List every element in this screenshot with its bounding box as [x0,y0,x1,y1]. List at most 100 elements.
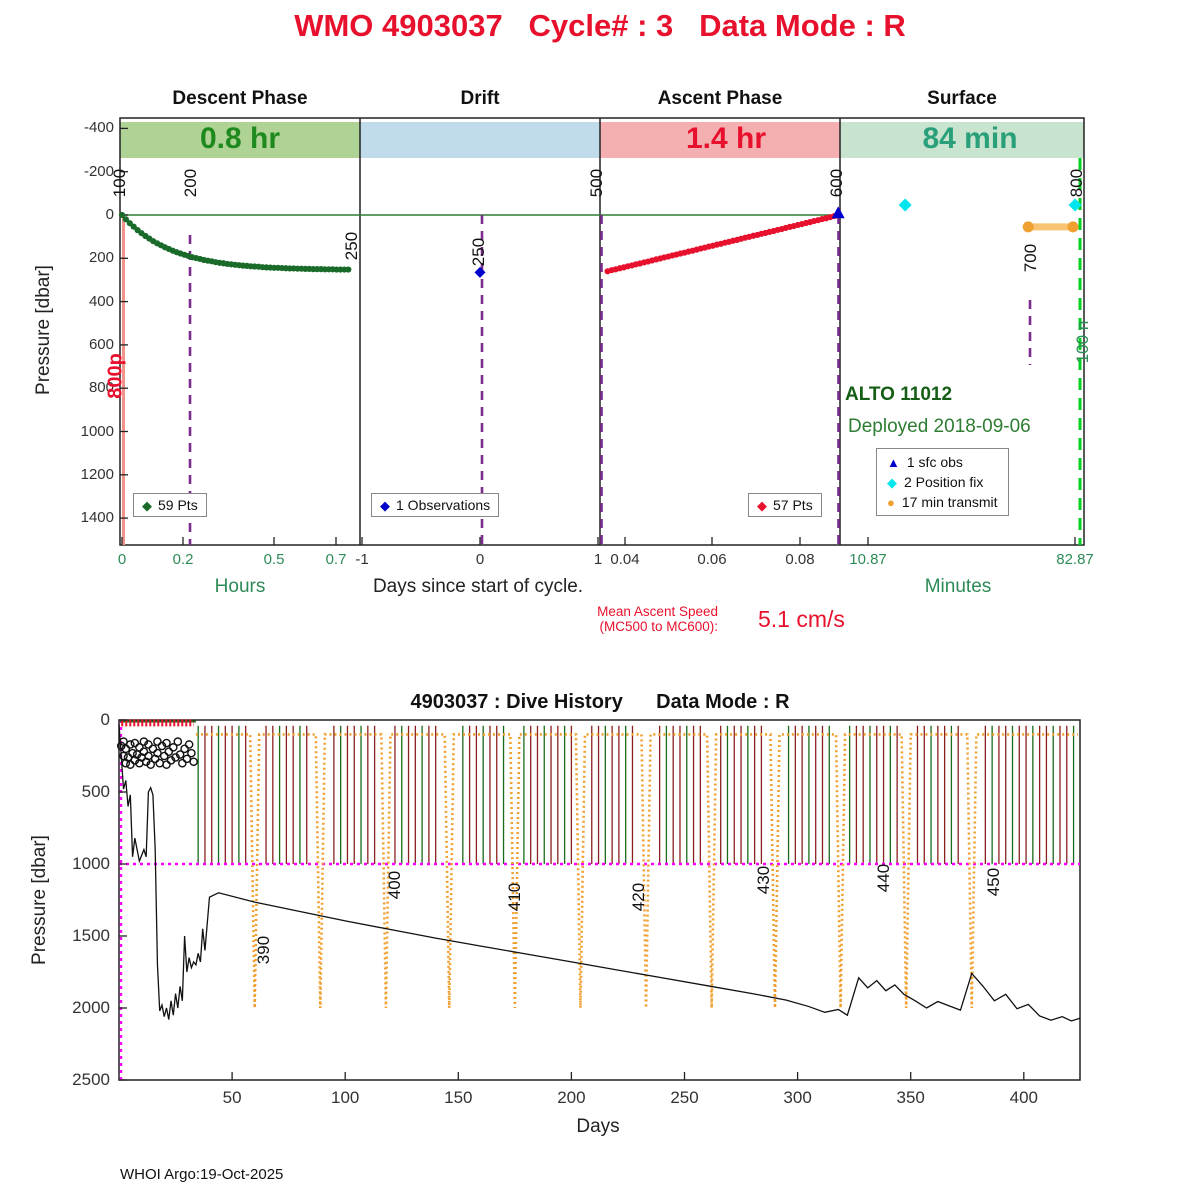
bottom-y-tick-label: 2500 [72,1070,110,1089]
points-count-box-2: ◆ 57 Pts [748,493,822,517]
bottom-x-tick-label: 300 [783,1088,812,1107]
legend-label: 17 min transmit [901,494,998,510]
rotated-pressure-label: 700 [1021,243,1040,273]
y-tick-label: 400 [88,292,114,310]
diamond-marker-icon: ◆ [380,497,390,513]
rotated-pressure-label: 100 [110,168,129,198]
x-tick-label: 1 [593,551,603,568]
descent-series [118,211,352,273]
legend-row-2: ● 17 min transmit [887,494,998,510]
x-tick-label: 0 [475,551,485,568]
surface-legend: ▲ 1 sfc obs ◆ 2 Position fix ● 17 min transmi… [876,448,1009,516]
x-tick-label: 0.04 [610,551,640,568]
bottom-axis-ticks [119,719,1025,1081]
y-tick-label: -400 [83,119,114,137]
x-tick-label: 0.2 [172,551,194,568]
legend-marker-icon: ◆ [887,474,897,490]
legend-marker-icon: ● [887,494,895,510]
rotated-pressure-label: 200 [181,168,200,198]
phase-duration-3: 84 min [922,122,1018,155]
drift-observation-marker [474,266,486,278]
x-tick-label: 0.08 [785,551,815,568]
phase-label-2: Ascent Phase [657,88,783,109]
reference-lines [122,158,1082,545]
bottom-y-tick-label: 500 [81,782,110,801]
phase-duration-2: 1.4 hr [685,122,767,155]
bottom-x-tick-label: 50 [222,1088,242,1107]
minutes-axis-caption: Minutes [924,576,992,597]
bottom-x-tick-label: 200 [557,1088,586,1107]
legend-label: 2 Position fix [904,474,984,490]
x-tick-label: 0.7 [325,551,347,568]
dive-depth-track [118,724,1081,1022]
phase-label-0: Descent Phase [172,88,308,109]
bottom-x-tick-label: 250 [670,1088,699,1107]
y-tick-label: 1200 [80,465,114,483]
y-tick-label: 200 [88,249,114,267]
points-count-box-1: ◆ 1 Observations [371,493,500,517]
phase-duration-0: 0.8 hr [199,122,281,155]
footer-credit: WHOI Argo:19-Oct-2025 [120,1166,284,1183]
bottom-y-tick-label: 1000 [72,854,110,873]
y-tick-label: 600 [88,335,114,353]
rotated-pressure-label: 600 [827,168,846,198]
cycle-timing-plot [118,117,1085,546]
legend-row-0: ▲ 1 sfc obs [887,454,998,470]
surface-markers [831,198,1082,233]
y-tick-label: -200 [83,162,114,180]
cycle-number-label: 390 [253,935,273,965]
legend-label: 1 sfc obs [906,454,963,470]
x-tick-label: -1 [355,551,369,568]
points-count-label: 57 Pts [773,497,813,513]
bottom-x-tick-label: 400 [1009,1088,1038,1107]
cycle-number-label: 440 [873,863,893,893]
days-axis-label: Days [576,1116,620,1137]
legend-marker-icon: ▲ [887,454,900,470]
rotated-pressure-label: 250 [469,237,488,267]
bottom-plot-frame [118,719,1081,1081]
ascent-speed-value: 5.1 cm/s [758,606,845,632]
pressure-axis-label-top: Pressure [dbar] [33,265,54,395]
y-tick-label: 800 [88,379,114,397]
cycle-number-label: 430 [753,865,773,895]
y-tick-label: 1400 [80,509,114,527]
cycle-number-label: 450 [984,867,1004,897]
y-tick-label: 0 [105,206,114,223]
rotated-pressure-label: 800 [1067,168,1086,198]
phase-label-3: Surface [927,88,997,109]
cycle-number-label: 420 [629,882,649,912]
top-axis-ticks [120,127,1076,545]
rotated-pressure-label: 250 [342,231,361,261]
park-pressure-line [195,733,1079,1009]
bottom-x-tick-label: 100 [331,1088,360,1107]
profile-cycle-stripes [197,725,1075,864]
early-mission-markers [116,719,198,769]
phase-label-1: Drift [460,88,500,109]
pressure-axis-label-bottom: Pressure [dbar] [29,835,50,965]
hours-axis-caption: Hours [214,576,266,597]
x-tick-label: 0 [117,551,127,568]
page-title: WMO 4903037 Cycle# : 3 Data Mode : R [294,8,906,43]
cycle-number-label: 400 [384,870,404,900]
y-tick-label: 1000 [80,422,114,440]
ascent-series [604,212,838,275]
points-count-box-0: ◆ 59 Pts [133,493,207,517]
x-tick-label: 0.06 [697,551,727,568]
bottom-x-tick-label: 350 [896,1088,925,1107]
diamond-marker-icon: ◆ [757,497,767,513]
float-model-label: ALTO 11012 [845,384,953,405]
x-tick-label: 0.5 [263,551,285,568]
days-axis-caption: Days since start of cycle. [372,576,584,597]
diamond-marker-icon: ◆ [142,497,152,513]
points-count-label: 59 Pts [158,497,198,513]
cycle-number-label: 410 [504,882,524,912]
x-tick-label: 10.87 [849,551,887,568]
dive-history-title: 4903037 : Dive History Data Mode : R [410,691,790,713]
phase-bands [120,122,1084,158]
rotated-pressure-label: 100 n [1073,320,1092,364]
legend-row-1: ◆ 2 Position fix [887,474,998,490]
dive-history-plot [116,719,1081,1081]
max-pressure-lines [119,720,1080,1080]
rotated-pressure-label: 500 [587,168,606,198]
